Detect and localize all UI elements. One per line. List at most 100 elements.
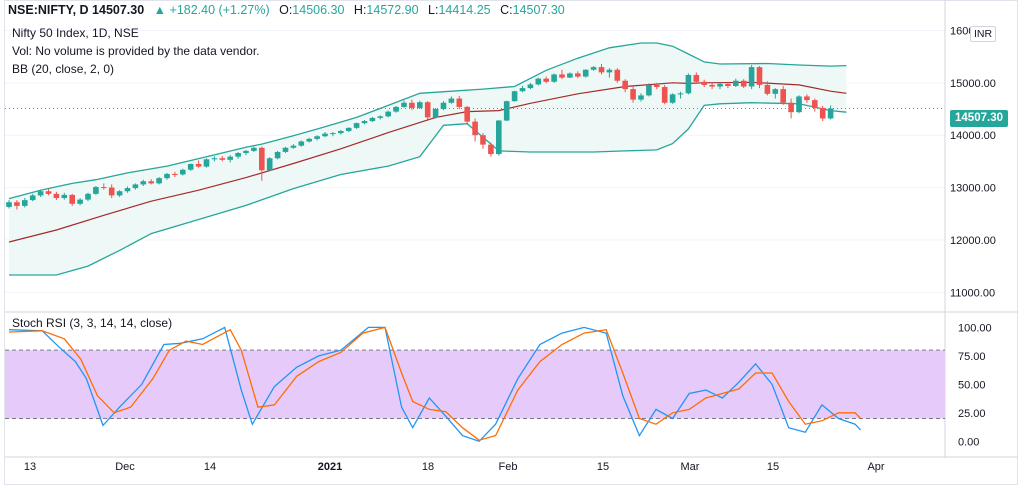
candle-body <box>37 191 44 196</box>
candle-body <box>353 123 360 128</box>
candle-body <box>61 194 68 199</box>
candle-body <box>575 73 581 77</box>
candle-body <box>772 89 779 94</box>
candle-body <box>108 187 115 196</box>
candle-body <box>638 95 644 100</box>
candle-body <box>748 67 755 87</box>
candle-body <box>282 147 289 152</box>
price-tick-label: 15000.00 <box>950 78 996 90</box>
candle-body <box>614 69 621 81</box>
candle-body <box>164 173 170 179</box>
candle-body <box>677 93 684 95</box>
stoch-tick-label: 50.00 <box>958 379 986 391</box>
change-arrow-icon: ▲ <box>153 3 167 17</box>
candle-body <box>401 102 407 107</box>
candle-body <box>156 178 162 184</box>
candle-body <box>45 191 52 194</box>
last-price-tag: 14507.30 <box>950 110 1008 127</box>
candle-body <box>101 187 107 189</box>
stoch-tick-label: 75.00 <box>958 351 986 363</box>
candle-body <box>195 164 202 167</box>
candle-body <box>369 117 376 122</box>
candle-body <box>219 158 226 160</box>
bollinger-legend[interactable]: BB (20, close, 2, 0) <box>12 62 115 76</box>
candle-body <box>330 133 336 135</box>
candle-body <box>187 164 194 170</box>
candle-body <box>116 191 123 196</box>
stoch-axis[interactable]: 100.00 75.00 50.00 25.00 0.00 <box>958 322 992 448</box>
candle-body <box>756 67 763 85</box>
candle-body <box>456 98 463 107</box>
time-tick-label: 2021 <box>318 461 342 473</box>
candle-body <box>6 202 12 207</box>
candles <box>6 63 834 210</box>
candle-body <box>567 73 573 78</box>
candle-body <box>740 80 747 87</box>
candle-body <box>685 74 692 94</box>
time-tick-label: 15 <box>597 461 609 473</box>
time-axis[interactable]: 13 Dec 14 2021 18 Feb 15 Mar 15 Apr <box>24 461 885 473</box>
time-tick-label: Feb <box>499 461 518 473</box>
time-tick-label: Mar <box>681 461 700 473</box>
candle-body <box>440 102 447 110</box>
candle-body <box>661 87 668 103</box>
candle-body <box>590 67 597 70</box>
stoch-rsi-legend[interactable]: Stoch RSI (3, 3, 14, 14, close) <box>12 316 173 330</box>
candle-body <box>559 74 565 78</box>
symbol-header: NSE:NIFTY, D 14507.30 ▲ +182.40 (+1.27%)… <box>8 3 565 17</box>
candle-body <box>243 150 249 154</box>
candle-body <box>77 199 83 204</box>
candle-body <box>290 145 297 148</box>
close-label: C: <box>500 3 513 17</box>
candle-body <box>780 89 786 103</box>
candle-body <box>472 121 478 136</box>
stoch-series-k <box>8 326 862 443</box>
candle-body <box>377 116 384 118</box>
time-tick-label: 14 <box>204 461 216 473</box>
low-value: 14414.25 <box>438 3 491 17</box>
candle-body <box>140 181 147 185</box>
time-tick-label: Apr <box>867 461 884 473</box>
candle-body <box>22 200 28 206</box>
candle-body <box>606 69 613 73</box>
candle-body <box>211 158 218 160</box>
candle-body <box>124 188 131 192</box>
candle-body <box>717 83 723 87</box>
price-axis[interactable]: 11000.00 12000.00 13000.00 14000.00 15000.00… <box>950 25 996 299</box>
price-tick-label: 12000.00 <box>950 235 996 247</box>
time-tick-label: 13 <box>24 461 36 473</box>
stoch-series-d <box>8 326 862 441</box>
candle-body <box>646 84 652 96</box>
candle-body <box>172 173 178 175</box>
candle-body <box>788 102 794 113</box>
candle-body <box>203 159 210 167</box>
candle-body <box>701 81 707 85</box>
candle-body <box>274 151 281 159</box>
time-tick-label: 15 <box>767 461 779 473</box>
candle-body <box>764 84 771 94</box>
candle-body <box>235 153 241 157</box>
candle-body <box>511 91 518 102</box>
candle-body <box>669 94 676 103</box>
candle-body <box>345 127 352 132</box>
candle-body <box>480 135 486 145</box>
high-value: 14572.90 <box>366 3 419 17</box>
candle-body <box>385 111 391 117</box>
candle-body <box>796 96 802 113</box>
volume-note: Vol: No volume is provided by the data v… <box>12 44 260 58</box>
stoch-tick-label: 100.00 <box>958 322 992 334</box>
candle-body <box>535 78 542 85</box>
candle-body <box>361 121 368 124</box>
price-tick-label: 14000.00 <box>950 130 996 142</box>
candle-body <box>417 102 423 108</box>
candle-body <box>85 193 91 200</box>
currency-badge[interactable]: INR <box>970 26 997 42</box>
chart-title[interactable]: Nifty 50 Index, 1D, NSE <box>12 26 139 40</box>
candle-body <box>409 102 415 108</box>
open-value: 14506.30 <box>292 3 345 17</box>
candle-body <box>733 80 739 86</box>
candle-body <box>338 131 344 134</box>
candle-body <box>432 109 439 118</box>
symbol-name[interactable]: NSE:NIFTY, D <box>8 3 89 17</box>
